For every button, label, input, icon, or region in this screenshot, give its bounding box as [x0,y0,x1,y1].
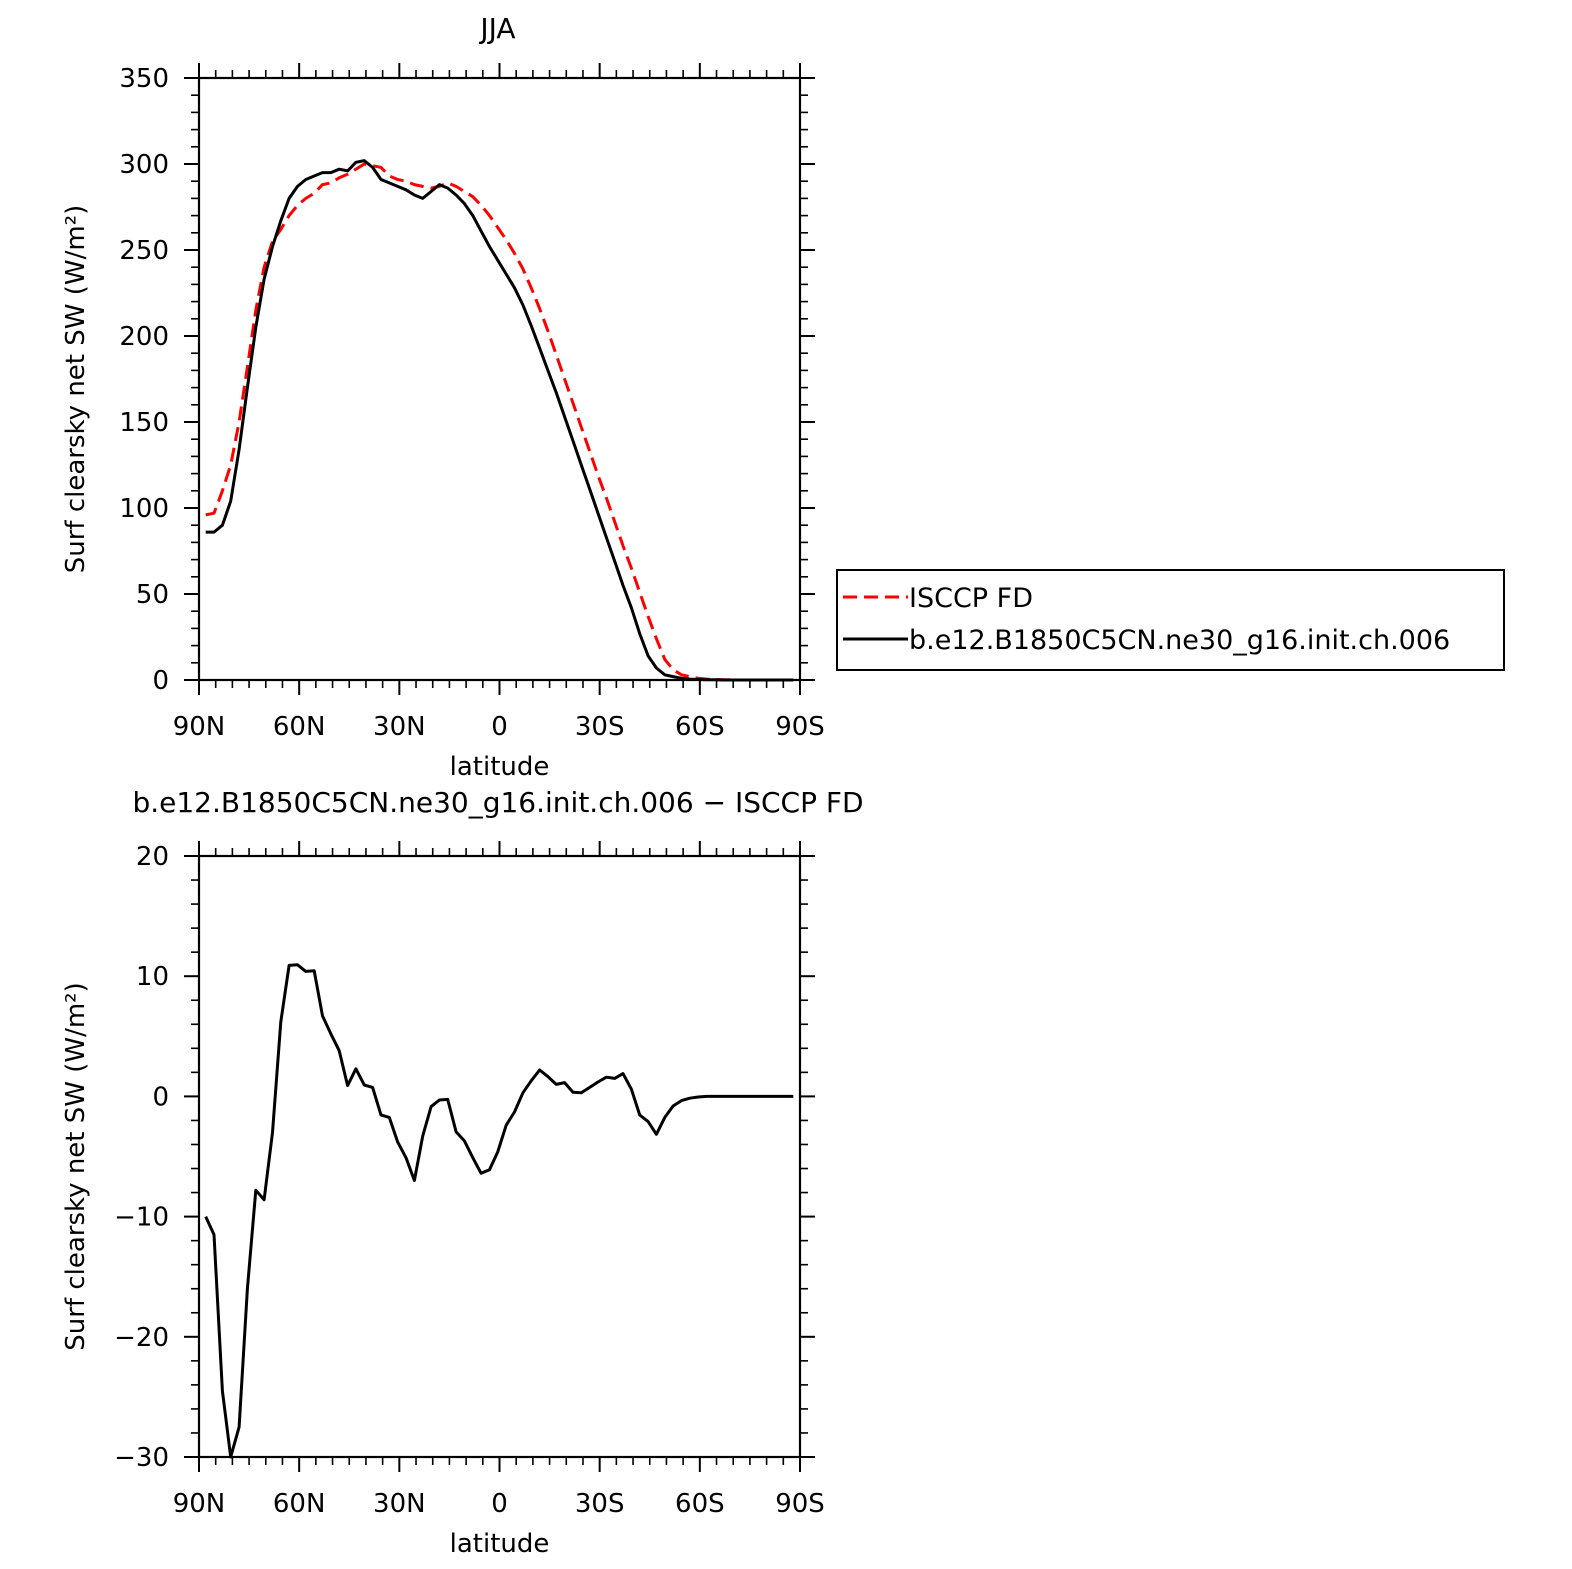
x-tick-label: 60S [675,712,725,742]
x-tick-label: 60N [273,1489,326,1519]
y-tick-label: 250 [119,236,169,266]
x-tick-label: 60S [675,1489,725,1519]
y-tick-label: −10 [114,1203,169,1233]
top-chart: 90N 60N 30N 0 30S 60S 90S 0 50 100 150 200 250 300 350… [61,12,825,782]
legend-label: ISCCP FD [909,583,1033,614]
plot-frame [197,854,802,1459]
chart-title: b.e12.B1850C5CN.ne30_g16.init.ch.006 − I… [132,786,863,819]
y-tick-label: −20 [114,1323,169,1353]
chart-title: JJA [478,12,515,45]
y-axis-title: Surf clearsky net SW (W/m²) [61,205,91,573]
x-tick-label: 90S [775,712,825,742]
x-tick-label: 30N [373,1489,426,1519]
legend-box [836,569,1505,671]
x-tick-label: 90N [173,712,226,742]
legend: ISCCP FD b.e12.B1850C5CN.ne30_g16.init.ch… [836,569,1505,671]
y-tick-label: 10 [136,962,169,992]
y-tick-label: 200 [119,322,169,352]
y-tick-label: −30 [114,1443,169,1473]
x-tick-label: 60N [273,712,326,742]
plot-frame [197,76,802,682]
y-tick-label: 300 [119,150,169,180]
y-tick-label: 150 [119,408,169,438]
x-tick-label: 0 [491,712,508,742]
y-tick-label: 100 [119,494,169,524]
x-axis-title: latitude [450,1529,550,1559]
x-tick-label: 30S [575,712,625,742]
y-tick-label: 0 [152,1082,169,1112]
x-tick-label: 30N [373,712,426,742]
series-line [205,162,794,682]
difference-chart: 90N 60N 30N 0 30S 60S 90S −30 −20 −10 0 10 20 b.e12.B… [61,786,864,1559]
x-tick-label: 30S [575,1489,625,1519]
x-tick-label: 90N [173,1489,226,1519]
x-tick-label: 90S [775,1489,825,1519]
series-line [204,963,794,1459]
x-tick-label: 0 [491,1489,508,1519]
y-axis-title: Surf clearsky net SW (W/m²) [61,982,91,1350]
y-tick-label: 50 [136,580,169,610]
x-axis-title: latitude [450,752,550,782]
series-line [205,159,794,682]
y-tick-label: 0 [152,666,169,696]
y-tick-label: 350 [119,64,169,94]
legend-label: b.e12.B1850C5CN.ne30_g16.init.ch.006 [909,625,1450,656]
y-tick-label: 20 [136,842,169,872]
